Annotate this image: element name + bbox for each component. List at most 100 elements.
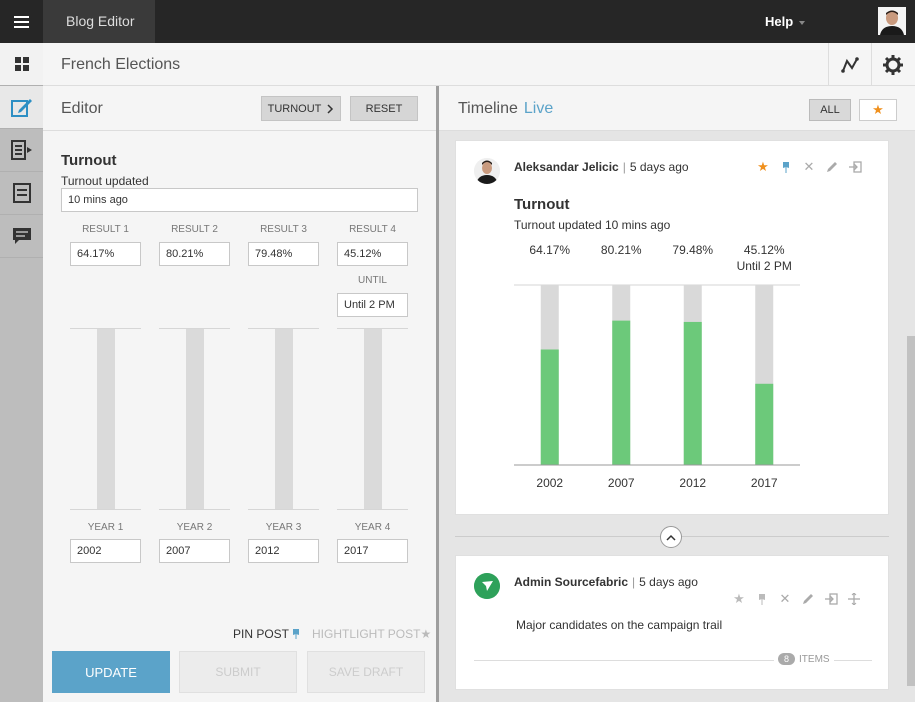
slider-bottom-line xyxy=(248,509,319,510)
move-to-icon[interactable] xyxy=(824,592,838,606)
post-time: 5 days ago xyxy=(629,160,689,174)
result-input[interactable]: 64.17% xyxy=(70,242,141,266)
chart-x-label: 2017 xyxy=(751,476,778,490)
app-title[interactable]: Blog Editor xyxy=(43,0,155,43)
year-label: YEAR 2 xyxy=(176,522,213,533)
collapse-button[interactable] xyxy=(660,526,682,548)
slider-bottom-line xyxy=(159,509,230,510)
posts-icon[interactable] xyxy=(0,129,43,172)
chevron-down-icon xyxy=(799,20,806,25)
result-label: RESULT 1 xyxy=(82,224,129,235)
timeline-label: Timeline xyxy=(458,100,518,117)
live-label: Live xyxy=(523,100,554,117)
post-time: 5 days ago xyxy=(639,575,698,589)
slider-top-line xyxy=(70,328,141,329)
until-label: UNTIL xyxy=(358,275,387,286)
author-avatar xyxy=(474,573,500,599)
year-input[interactable]: 2007 xyxy=(159,539,230,563)
chart-value-label: 79.48% xyxy=(672,243,713,257)
items-label: ITEMS xyxy=(799,653,830,665)
chart-bar xyxy=(755,383,774,465)
items-toggle[interactable]: 8 ITEMS xyxy=(774,653,834,665)
slider-bottom-line xyxy=(337,509,408,510)
post-meta: Aleksandar Jelicic | 5 days ago xyxy=(514,160,689,174)
chevron-up-icon xyxy=(666,534,676,541)
post-actions: ★ ✕ xyxy=(732,591,861,606)
panel-divider[interactable] xyxy=(436,86,439,702)
analytics-icon[interactable] xyxy=(828,43,871,86)
timeline-title: Timeline Live xyxy=(458,100,553,118)
filter-starred-button[interactable]: ★ xyxy=(859,99,897,121)
section-title: Turnout xyxy=(61,152,117,169)
post-actions: ★ ✕ xyxy=(756,159,862,174)
result-label: RESULT 4 xyxy=(349,224,396,235)
close-icon[interactable]: ✕ xyxy=(803,159,815,174)
timeline-header: Timeline Live ALL ★ xyxy=(439,86,915,131)
turnout-button[interactable]: TURNOUT xyxy=(261,96,341,121)
result-input[interactable]: 80.21% xyxy=(159,242,230,266)
meta-separator: | xyxy=(632,575,636,589)
star-icon: ★ xyxy=(420,627,432,641)
edit-icon[interactable] xyxy=(825,160,839,174)
submit-button[interactable]: SUBMIT xyxy=(179,651,297,693)
editor-header: Editor TURNOUT RESET xyxy=(43,86,436,131)
chart-value-label: 45.12% xyxy=(744,243,785,257)
user-avatar[interactable] xyxy=(878,7,906,35)
result-input[interactable]: 45.12% xyxy=(337,242,408,266)
pin-icon[interactable] xyxy=(755,592,769,606)
result-slider[interactable] xyxy=(97,329,115,509)
gear-icon[interactable] xyxy=(871,43,914,86)
star-icon[interactable]: ★ xyxy=(733,591,745,606)
star-icon[interactable]: ★ xyxy=(757,159,769,174)
year-input[interactable]: 2017 xyxy=(337,539,408,563)
help-label: Help xyxy=(765,14,794,29)
chart-bar xyxy=(540,349,559,465)
save-draft-button[interactable]: SAVE DRAFT xyxy=(307,651,425,693)
pin-icon[interactable] xyxy=(779,160,793,174)
top-bar: Blog Editor Help xyxy=(0,0,915,43)
chart-bar xyxy=(612,320,631,465)
chart-bar xyxy=(683,321,702,465)
turnout-button-label: TURNOUT xyxy=(267,102,322,115)
move-to-icon[interactable] xyxy=(848,160,862,174)
year-label: YEAR 3 xyxy=(265,522,302,533)
post-subtitle: Turnout updated 10 mins ago xyxy=(514,218,671,232)
year-input[interactable]: 2012 xyxy=(248,539,319,563)
year-input[interactable]: 2002 xyxy=(70,539,141,563)
result-slider[interactable] xyxy=(364,329,382,509)
post-text: Major candidates on the campaign trail xyxy=(516,618,723,632)
comments-icon[interactable] xyxy=(0,215,43,258)
result-slider[interactable] xyxy=(275,329,293,509)
time-input[interactable]: 10 mins ago xyxy=(61,188,418,212)
chart-extra-label: Until 2 PM xyxy=(737,259,792,273)
menu-icon[interactable] xyxy=(0,0,43,43)
slider-bottom-line xyxy=(70,509,141,510)
drag-handle-icon[interactable] xyxy=(847,592,861,606)
pin-post-label: PIN POST xyxy=(233,627,289,641)
scrollbar[interactable] xyxy=(907,336,915,686)
left-sidebar xyxy=(0,43,43,702)
highlight-post-toggle[interactable]: HIGHTLIGHT POST★ xyxy=(312,627,431,641)
author-name: Admin Sourcefabric xyxy=(514,575,629,589)
close-icon[interactable]: ✕ xyxy=(779,591,791,606)
filter-all-button[interactable]: ALL xyxy=(809,99,851,121)
edit-icon[interactable] xyxy=(0,86,43,129)
post-card: Admin Sourcefabric | 5 days ago ★ ✕ Major … xyxy=(455,555,889,690)
highlight-post-label: HIGHTLIGHT POST xyxy=(312,627,421,641)
chevron-right-icon xyxy=(327,103,334,114)
result-slider[interactable] xyxy=(186,329,204,509)
help-menu[interactable]: Help xyxy=(765,14,806,29)
result-input[interactable]: 79.48% xyxy=(248,242,319,266)
update-button[interactable]: UPDATE xyxy=(52,651,170,693)
blog-header: French Elections xyxy=(43,43,915,86)
pin-icon xyxy=(293,629,300,639)
pin-post-toggle[interactable]: PIN POST xyxy=(233,627,300,641)
until-input[interactable]: Until 2 PM xyxy=(337,293,408,317)
edit-icon[interactable] xyxy=(801,592,815,606)
author-name: Aleksandar Jelicic xyxy=(514,160,619,174)
chart-x-label: 2007 xyxy=(608,476,635,490)
meta-separator: | xyxy=(622,160,626,174)
reset-button[interactable]: RESET xyxy=(350,96,418,121)
drafts-icon[interactable] xyxy=(0,172,43,215)
dashboard-icon[interactable] xyxy=(0,43,43,86)
